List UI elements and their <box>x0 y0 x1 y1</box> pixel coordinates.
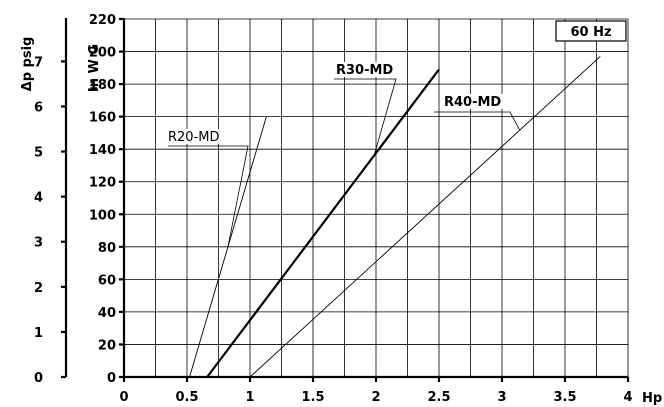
y-axis-secondary-title: Δp psig <box>20 37 35 92</box>
series-label-r40-md: R40-MD <box>444 95 501 110</box>
y-tick-label: 20 <box>98 338 116 353</box>
y-tick-label: 60 <box>98 273 116 288</box>
x-tick-label: 1.5 <box>301 390 324 405</box>
series-labels: R20-MD R30-MD R40-MD <box>166 62 521 247</box>
x-tick-label: 2.5 <box>427 390 450 405</box>
y-tick-label: 200 <box>89 46 116 61</box>
y2-tick-label: 1 <box>34 326 43 341</box>
y-tick-label: 140 <box>89 143 116 158</box>
label-backdrop <box>334 62 396 77</box>
series-line-r40-md <box>249 56 601 378</box>
label-backdrop <box>442 94 504 109</box>
label-backdrop <box>166 129 228 144</box>
x-tick-label: 2 <box>371 390 380 405</box>
x-tick-label: 0.5 <box>175 390 198 405</box>
annotation-box: 60 Hz <box>555 20 627 42</box>
secondary-axis: 0 1 2 3 4 5 6 7 <box>34 18 68 386</box>
leader-line <box>334 78 397 156</box>
series <box>189 56 601 378</box>
y2-tick-label: 7 <box>34 55 43 70</box>
y2-tick-label: 0 <box>34 371 43 386</box>
leader-line <box>168 145 249 247</box>
x-tick-label: 3.5 <box>553 390 576 405</box>
y-tick-label: 220 <box>89 13 116 28</box>
y-tick-label: 180 <box>89 78 116 93</box>
x-tick-label: 3 <box>497 390 506 405</box>
series-line-r30-md <box>206 68 440 378</box>
y2-tick-label: 2 <box>34 281 43 296</box>
x-axis: 0 0.5 1 1.5 2 2.5 3 3.5 4 <box>119 375 633 405</box>
y-tick-label: 80 <box>98 241 116 256</box>
annotation-text: 60 Hz <box>570 25 611 40</box>
y-tick-label: 120 <box>89 176 116 191</box>
x-tick-label: 1 <box>245 390 254 405</box>
y2-tick-label: 5 <box>34 146 43 161</box>
primary-axis: 0 20 40 60 80 100 120 140 160 180 200 220 <box>89 13 126 386</box>
y2-tick-label: 6 <box>34 100 43 115</box>
x-tick-label: 4 <box>623 390 632 405</box>
series-label-r30-md: R30-MD <box>336 63 393 78</box>
x-tick-label: 0 <box>119 390 128 405</box>
y-axis-primary-title: In W G <box>87 44 102 92</box>
y-tick-label: 100 <box>89 208 116 223</box>
y-tick-label: 160 <box>89 111 116 126</box>
y2-tick-label: 3 <box>34 236 43 251</box>
series-label-r20-md: R20-MD <box>168 130 220 145</box>
y2-tick-label: 4 <box>34 191 43 206</box>
y-tick-label: 0 <box>107 371 116 386</box>
x-axis-title: Hp <box>642 391 662 406</box>
y-tick-label: 40 <box>98 306 116 321</box>
leader-line <box>434 111 521 131</box>
